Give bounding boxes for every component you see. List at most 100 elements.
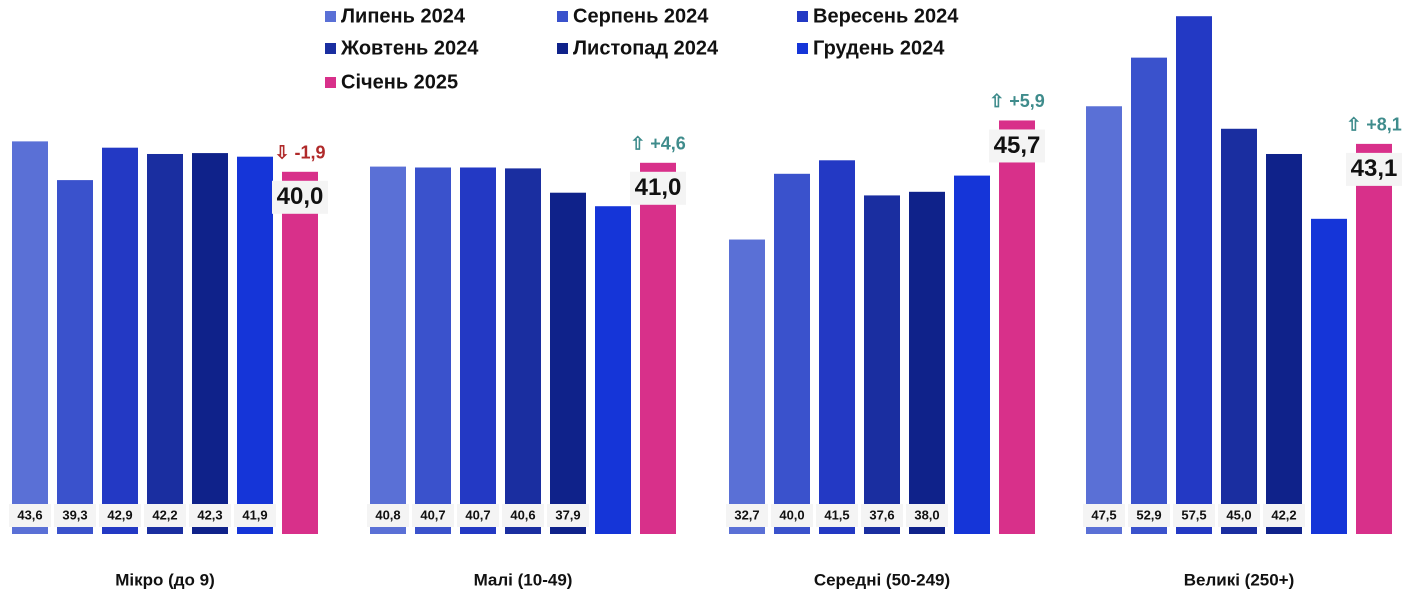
x-tick-label: Великі (250+) [1184, 570, 1295, 589]
bar [774, 173, 810, 534]
bar [102, 147, 138, 534]
bar [1311, 218, 1347, 534]
value-label: 38,0 [914, 507, 939, 522]
value-label: 39,3 [62, 507, 87, 522]
legend-swatch [557, 11, 568, 22]
value-label: 45,0 [1226, 507, 1251, 522]
bar [1131, 57, 1167, 534]
bar [864, 195, 900, 534]
bar-cap [640, 162, 676, 168]
bar [370, 166, 406, 534]
legend-swatch [557, 43, 568, 54]
bar [999, 122, 1035, 534]
legend-label: Січень 2025 [341, 71, 458, 93]
bar [505, 168, 541, 535]
bar-cap [1356, 143, 1392, 149]
bar [729, 239, 765, 534]
bar [819, 160, 855, 535]
bar [12, 141, 48, 534]
bar [909, 191, 945, 535]
value-label: 41,0 [635, 174, 682, 201]
value-label-box [726, 504, 768, 527]
bar [640, 164, 676, 534]
value-label-box [989, 129, 1045, 163]
value-label: 47,5 [1091, 507, 1116, 522]
value-label-box [54, 504, 96, 527]
bar [595, 206, 631, 534]
legend-label: Липень 2024 [341, 5, 466, 27]
value-label: 40,0 [277, 183, 324, 210]
bar [954, 175, 990, 535]
bar [237, 156, 273, 534]
value-label: 42,2 [1271, 507, 1296, 522]
bar [1356, 145, 1392, 534]
change-annotation: ⇧ +5,9 [989, 91, 1045, 111]
value-label-box [861, 504, 903, 527]
value-label-box [502, 504, 544, 527]
value-label-box [457, 504, 499, 527]
bar [415, 167, 451, 535]
legend-label: Вересень 2024 [813, 5, 959, 27]
value-label: 40,6 [510, 507, 535, 522]
bar [1266, 153, 1302, 534]
value-label-box [630, 171, 686, 205]
bar [1086, 106, 1122, 534]
value-label-box [234, 504, 276, 527]
value-label-box [906, 504, 948, 527]
legend-label: Серпень 2024 [573, 5, 709, 27]
value-label-box [1263, 504, 1305, 527]
bar [1221, 128, 1257, 534]
bar [192, 153, 228, 534]
value-label-box [412, 504, 454, 527]
value-label-box [771, 504, 813, 527]
legend-swatch [797, 43, 808, 54]
value-label: 37,9 [555, 507, 580, 522]
bar-cap [999, 120, 1035, 126]
bar-cap [282, 171, 318, 177]
legend-swatch [325, 11, 336, 22]
value-label: 52,9 [1136, 507, 1161, 522]
value-label: 42,3 [197, 507, 222, 522]
value-label: 45,7 [994, 132, 1041, 159]
value-label: 43,6 [17, 507, 42, 522]
value-label-box [1128, 504, 1170, 527]
value-label-box [367, 504, 409, 527]
value-label: 42,9 [107, 507, 132, 522]
value-label: 41,9 [242, 507, 267, 522]
value-label: 57,5 [1181, 507, 1206, 522]
value-label: 40,7 [420, 507, 445, 522]
legend-swatch [325, 77, 336, 88]
value-label: 43,1 [1351, 155, 1398, 182]
legend-swatch [325, 43, 336, 54]
bar [147, 153, 183, 534]
change-annotation: ⇩ -1,9 [274, 143, 325, 163]
value-label-box [1346, 152, 1402, 186]
bar [57, 180, 93, 534]
change-annotation: ⇧ +8,1 [1346, 115, 1402, 135]
value-label-box [144, 504, 186, 527]
value-label-box [9, 504, 51, 527]
value-label: 40,8 [375, 507, 400, 522]
x-tick-label: Середні (50-249) [814, 570, 950, 589]
value-label: 40,7 [465, 507, 490, 522]
value-label-box [1173, 504, 1215, 527]
value-label: 41,5 [824, 507, 849, 522]
bar [550, 192, 586, 535]
value-label-box [272, 180, 328, 214]
bar [282, 173, 318, 534]
value-label-box [547, 504, 589, 527]
value-label-box [1083, 504, 1125, 527]
bar [460, 167, 496, 535]
change-annotation: ⇧ +4,6 [630, 134, 686, 154]
value-label: 32,7 [734, 507, 759, 522]
legend-label: Грудень 2024 [813, 37, 945, 59]
x-tick-label: Малі (10-49) [474, 570, 573, 589]
value-label: 42,2 [152, 507, 177, 522]
value-label-box [816, 504, 858, 527]
bar [1176, 16, 1212, 534]
value-label: 40,0 [779, 507, 804, 522]
x-tick-label: Мікро (до 9) [115, 570, 215, 589]
value-label-box [1218, 504, 1260, 527]
legend-label: Листопад 2024 [573, 37, 719, 59]
